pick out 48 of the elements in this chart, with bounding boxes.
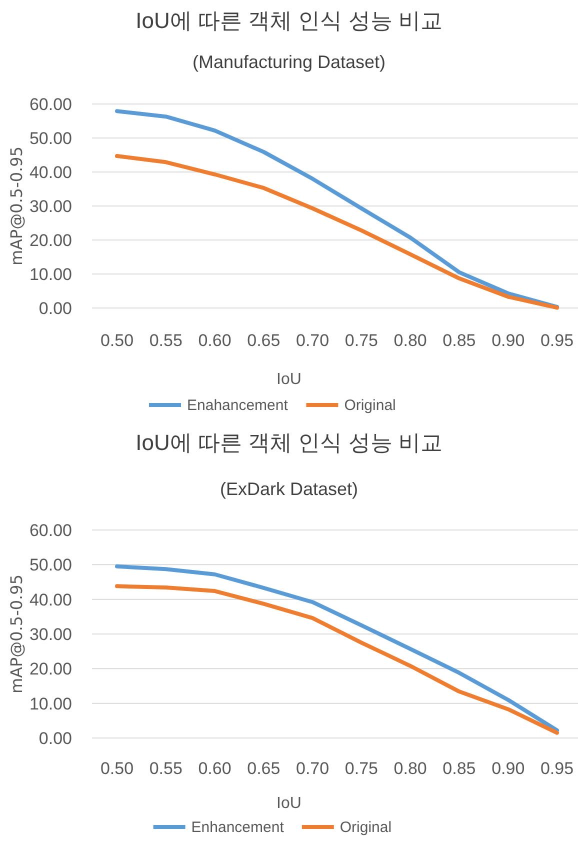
legend-label: Original	[344, 397, 396, 414]
x-tick-label: 0.55	[149, 331, 182, 350]
y-axis-title: mAP@0.5-0.95	[7, 146, 26, 266]
x-tick-label: 0.95	[540, 759, 574, 778]
x-tick-label: 0.65	[247, 759, 280, 778]
x-tick-label: 0.70	[296, 331, 330, 350]
x-tick-label: 0.75	[344, 331, 378, 350]
y-tick-label: 10.00	[29, 694, 72, 714]
x-tick-label: 0.85	[442, 331, 476, 350]
x-tick-label: 0.75	[344, 759, 378, 778]
y-tick-label: 60.00	[29, 95, 72, 114]
x-tick-label: 0.90	[492, 331, 525, 350]
legend-label: Enhancement	[191, 819, 285, 836]
y-tick-label: 60.00	[29, 521, 72, 540]
x-tick-label: 0.60	[198, 331, 232, 350]
y-tick-label: 50.00	[29, 129, 72, 148]
y-axis-title: mAP@0.5-0.95	[7, 574, 26, 694]
x-tick-label: 0.80	[394, 331, 427, 350]
x-tick-label: 0.55	[149, 759, 182, 778]
line-series	[115, 109, 559, 309]
x-tick-label: 0.95	[540, 331, 574, 350]
y-tick-label: 20.00	[29, 231, 72, 250]
y-tick-label: 50.00	[29, 556, 72, 575]
x-tick-label: 0.60	[198, 759, 232, 778]
x-tick-label: 0.70	[296, 759, 330, 778]
x-tick-label: 0.65	[247, 331, 280, 350]
legend-label: Enahancement	[187, 397, 289, 414]
y-tick-label: 20.00	[29, 660, 72, 679]
chart-subtitle: (ExDark Dataset)	[220, 479, 358, 499]
y-tick-label: 40.00	[29, 590, 72, 610]
x-tick-label: 0.90	[492, 759, 525, 778]
x-tick-label: 0.85	[442, 759, 476, 778]
line-series	[115, 154, 559, 310]
y-tick-label: 10.00	[29, 265, 72, 284]
y-tick-label: 0.00	[38, 299, 72, 318]
y-tick-label: 30.00	[29, 197, 72, 216]
legend-label: Original	[340, 819, 392, 836]
x-tick-label: 0.80	[394, 759, 427, 778]
x-tick-label: 0.50	[100, 331, 134, 350]
chart-title: IoU에 따른 객체 인식 성능 비교	[136, 8, 442, 33]
x-axis-title: IoU	[276, 795, 302, 812]
y-tick-label: 0.00	[38, 729, 72, 748]
y-tick-label: 30.00	[29, 625, 72, 644]
x-axis-title: IoU	[276, 371, 302, 388]
chart-title: IoU에 따른 객체 인식 성능 비교	[136, 430, 442, 455]
y-tick-label: 40.00	[29, 163, 72, 182]
chart-subtitle: (Manufacturing Dataset)	[192, 52, 386, 72]
x-tick-label: 0.50	[100, 759, 134, 778]
